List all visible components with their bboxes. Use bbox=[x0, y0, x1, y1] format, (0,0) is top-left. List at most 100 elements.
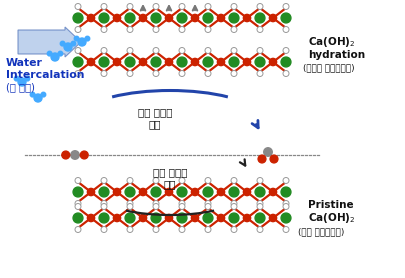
Circle shape bbox=[179, 71, 185, 76]
Circle shape bbox=[256, 26, 262, 33]
Circle shape bbox=[75, 203, 81, 210]
Text: 빠른 탄산화: 빠른 탄산화 bbox=[137, 107, 172, 117]
Circle shape bbox=[165, 58, 172, 66]
Circle shape bbox=[30, 92, 35, 97]
Circle shape bbox=[165, 188, 172, 196]
Circle shape bbox=[243, 214, 250, 222]
Circle shape bbox=[101, 200, 107, 207]
Circle shape bbox=[75, 178, 81, 183]
Text: 반응: 반응 bbox=[163, 179, 176, 189]
Circle shape bbox=[153, 26, 159, 33]
Circle shape bbox=[113, 58, 120, 66]
Circle shape bbox=[64, 43, 72, 51]
Circle shape bbox=[269, 188, 276, 196]
Circle shape bbox=[177, 187, 186, 197]
Circle shape bbox=[228, 213, 239, 223]
Circle shape bbox=[74, 36, 79, 41]
Circle shape bbox=[282, 178, 288, 183]
Circle shape bbox=[101, 178, 107, 183]
Circle shape bbox=[139, 188, 146, 196]
Circle shape bbox=[87, 14, 94, 22]
Circle shape bbox=[228, 13, 239, 23]
Circle shape bbox=[153, 227, 159, 232]
Circle shape bbox=[243, 188, 250, 196]
Circle shape bbox=[113, 14, 120, 22]
Circle shape bbox=[51, 53, 59, 61]
Circle shape bbox=[202, 213, 212, 223]
Circle shape bbox=[101, 71, 107, 76]
Circle shape bbox=[202, 187, 212, 197]
Circle shape bbox=[228, 57, 239, 67]
Circle shape bbox=[191, 58, 198, 66]
Circle shape bbox=[153, 203, 159, 210]
Circle shape bbox=[60, 41, 65, 46]
Circle shape bbox=[179, 178, 185, 183]
Text: Pristine: Pristine bbox=[307, 200, 353, 210]
Circle shape bbox=[73, 213, 83, 223]
Circle shape bbox=[101, 4, 107, 9]
Circle shape bbox=[47, 51, 52, 56]
Circle shape bbox=[269, 58, 276, 66]
Circle shape bbox=[230, 200, 237, 207]
Circle shape bbox=[73, 187, 83, 197]
Circle shape bbox=[75, 200, 81, 207]
Circle shape bbox=[202, 57, 212, 67]
Circle shape bbox=[282, 26, 288, 33]
Circle shape bbox=[139, 14, 146, 22]
Circle shape bbox=[179, 227, 185, 232]
Circle shape bbox=[269, 214, 276, 222]
Circle shape bbox=[280, 187, 290, 197]
Circle shape bbox=[75, 26, 81, 33]
Circle shape bbox=[151, 13, 160, 23]
Circle shape bbox=[127, 178, 133, 183]
Circle shape bbox=[71, 41, 76, 46]
Circle shape bbox=[101, 48, 107, 53]
Text: (물 삽입): (물 삽입) bbox=[6, 82, 35, 92]
Circle shape bbox=[256, 71, 262, 76]
Circle shape bbox=[127, 200, 133, 207]
Circle shape bbox=[280, 13, 290, 23]
Circle shape bbox=[205, 203, 211, 210]
Circle shape bbox=[205, 4, 211, 9]
Circle shape bbox=[217, 214, 224, 222]
Circle shape bbox=[177, 213, 186, 223]
Circle shape bbox=[256, 4, 262, 9]
Circle shape bbox=[228, 187, 239, 197]
Circle shape bbox=[179, 203, 185, 210]
Circle shape bbox=[243, 58, 250, 66]
Circle shape bbox=[73, 57, 83, 67]
Circle shape bbox=[191, 214, 198, 222]
Circle shape bbox=[75, 48, 81, 53]
Circle shape bbox=[127, 4, 133, 9]
Circle shape bbox=[282, 203, 288, 210]
Text: (수화된 수산화칼슘): (수화된 수산화칼슘) bbox=[302, 63, 354, 73]
Circle shape bbox=[75, 227, 81, 232]
Circle shape bbox=[205, 227, 211, 232]
Circle shape bbox=[243, 14, 250, 22]
Circle shape bbox=[254, 13, 264, 23]
Circle shape bbox=[70, 151, 79, 159]
Circle shape bbox=[179, 48, 185, 53]
Circle shape bbox=[202, 13, 212, 23]
Circle shape bbox=[230, 178, 237, 183]
Circle shape bbox=[101, 203, 107, 210]
Circle shape bbox=[179, 4, 185, 9]
Circle shape bbox=[282, 4, 288, 9]
Circle shape bbox=[191, 188, 198, 196]
Circle shape bbox=[256, 178, 262, 183]
Circle shape bbox=[269, 14, 276, 22]
Circle shape bbox=[99, 187, 109, 197]
Circle shape bbox=[127, 227, 133, 232]
Circle shape bbox=[87, 214, 94, 222]
Circle shape bbox=[153, 178, 159, 183]
Circle shape bbox=[75, 71, 81, 76]
Circle shape bbox=[165, 14, 172, 22]
Circle shape bbox=[256, 48, 262, 53]
Circle shape bbox=[139, 58, 146, 66]
Circle shape bbox=[14, 76, 19, 81]
Circle shape bbox=[256, 227, 262, 232]
Circle shape bbox=[153, 48, 159, 53]
Circle shape bbox=[62, 151, 70, 159]
Text: 느린 탄산화: 느린 탄산화 bbox=[152, 167, 187, 177]
Circle shape bbox=[153, 71, 159, 76]
